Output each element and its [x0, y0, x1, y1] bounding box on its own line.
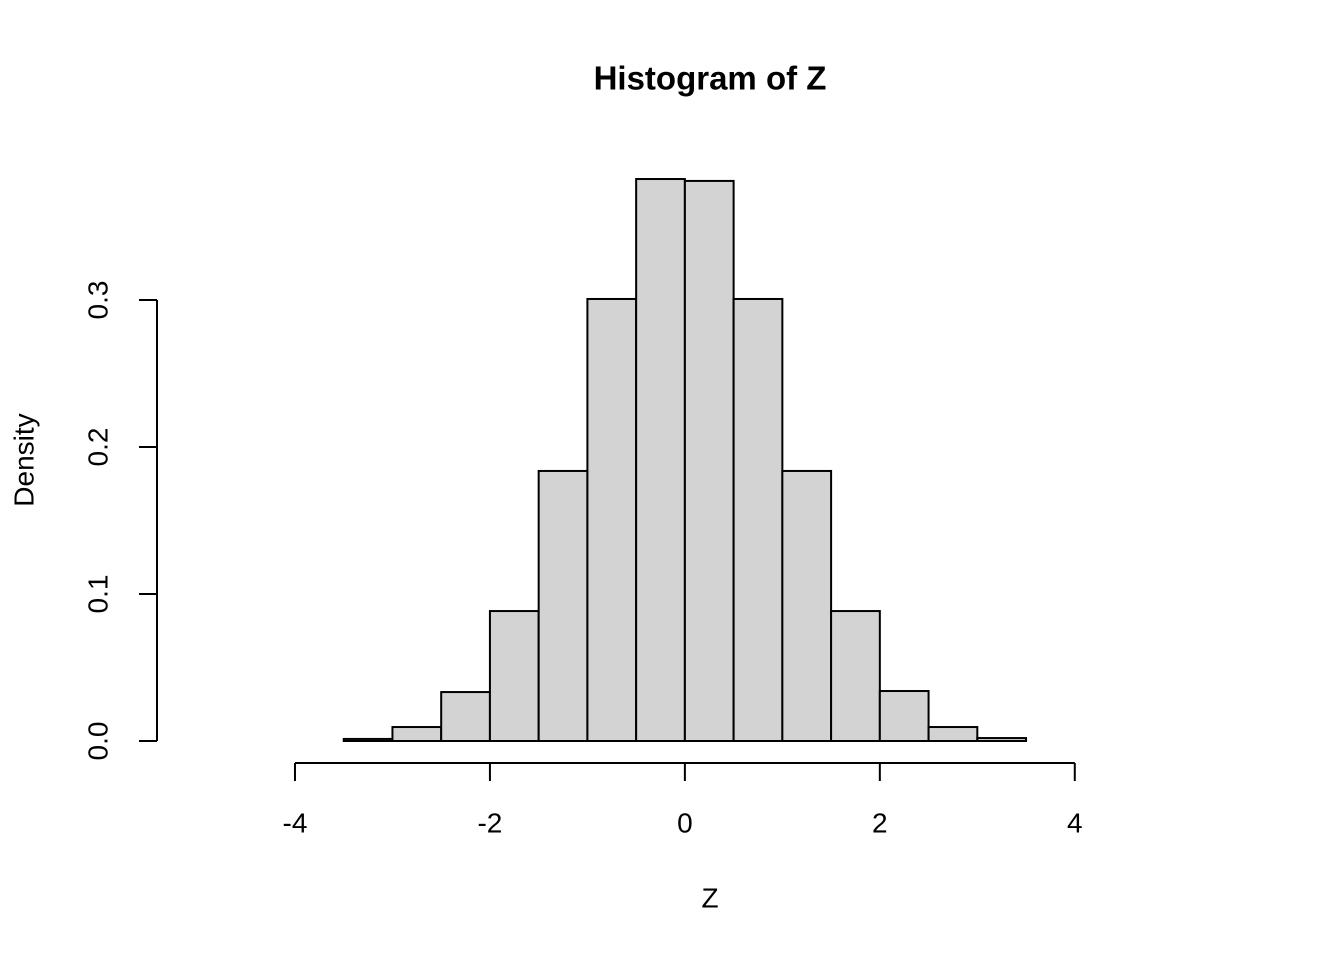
x-tick-label: -2 — [477, 807, 502, 838]
y-tick-label: 0.3 — [82, 281, 113, 320]
bar — [927, 726, 979, 742]
bar — [488, 610, 540, 742]
y-tick-label: 0.1 — [82, 575, 113, 614]
x-tick-label: 2 — [872, 807, 888, 838]
x-tick-label: 0 — [677, 807, 693, 838]
y-tick-label: 0.2 — [82, 428, 113, 467]
y-axis-label: Density — [8, 413, 39, 506]
bar — [391, 726, 443, 742]
bar — [440, 691, 491, 743]
bar — [878, 690, 930, 743]
x-axis-label: Z — [701, 882, 718, 913]
bar — [830, 610, 881, 742]
bar — [635, 178, 686, 743]
bar — [537, 469, 589, 742]
bar — [683, 179, 735, 742]
bar — [342, 737, 394, 743]
bar — [781, 469, 833, 742]
bar — [732, 297, 784, 742]
bar — [976, 737, 1028, 742]
chart-title: Histogram of Z — [594, 60, 827, 97]
x-tick-label: -4 — [283, 807, 308, 838]
bar — [586, 297, 638, 742]
x-tick-label: 4 — [1067, 807, 1083, 838]
y-tick-label: 0.0 — [82, 722, 113, 761]
